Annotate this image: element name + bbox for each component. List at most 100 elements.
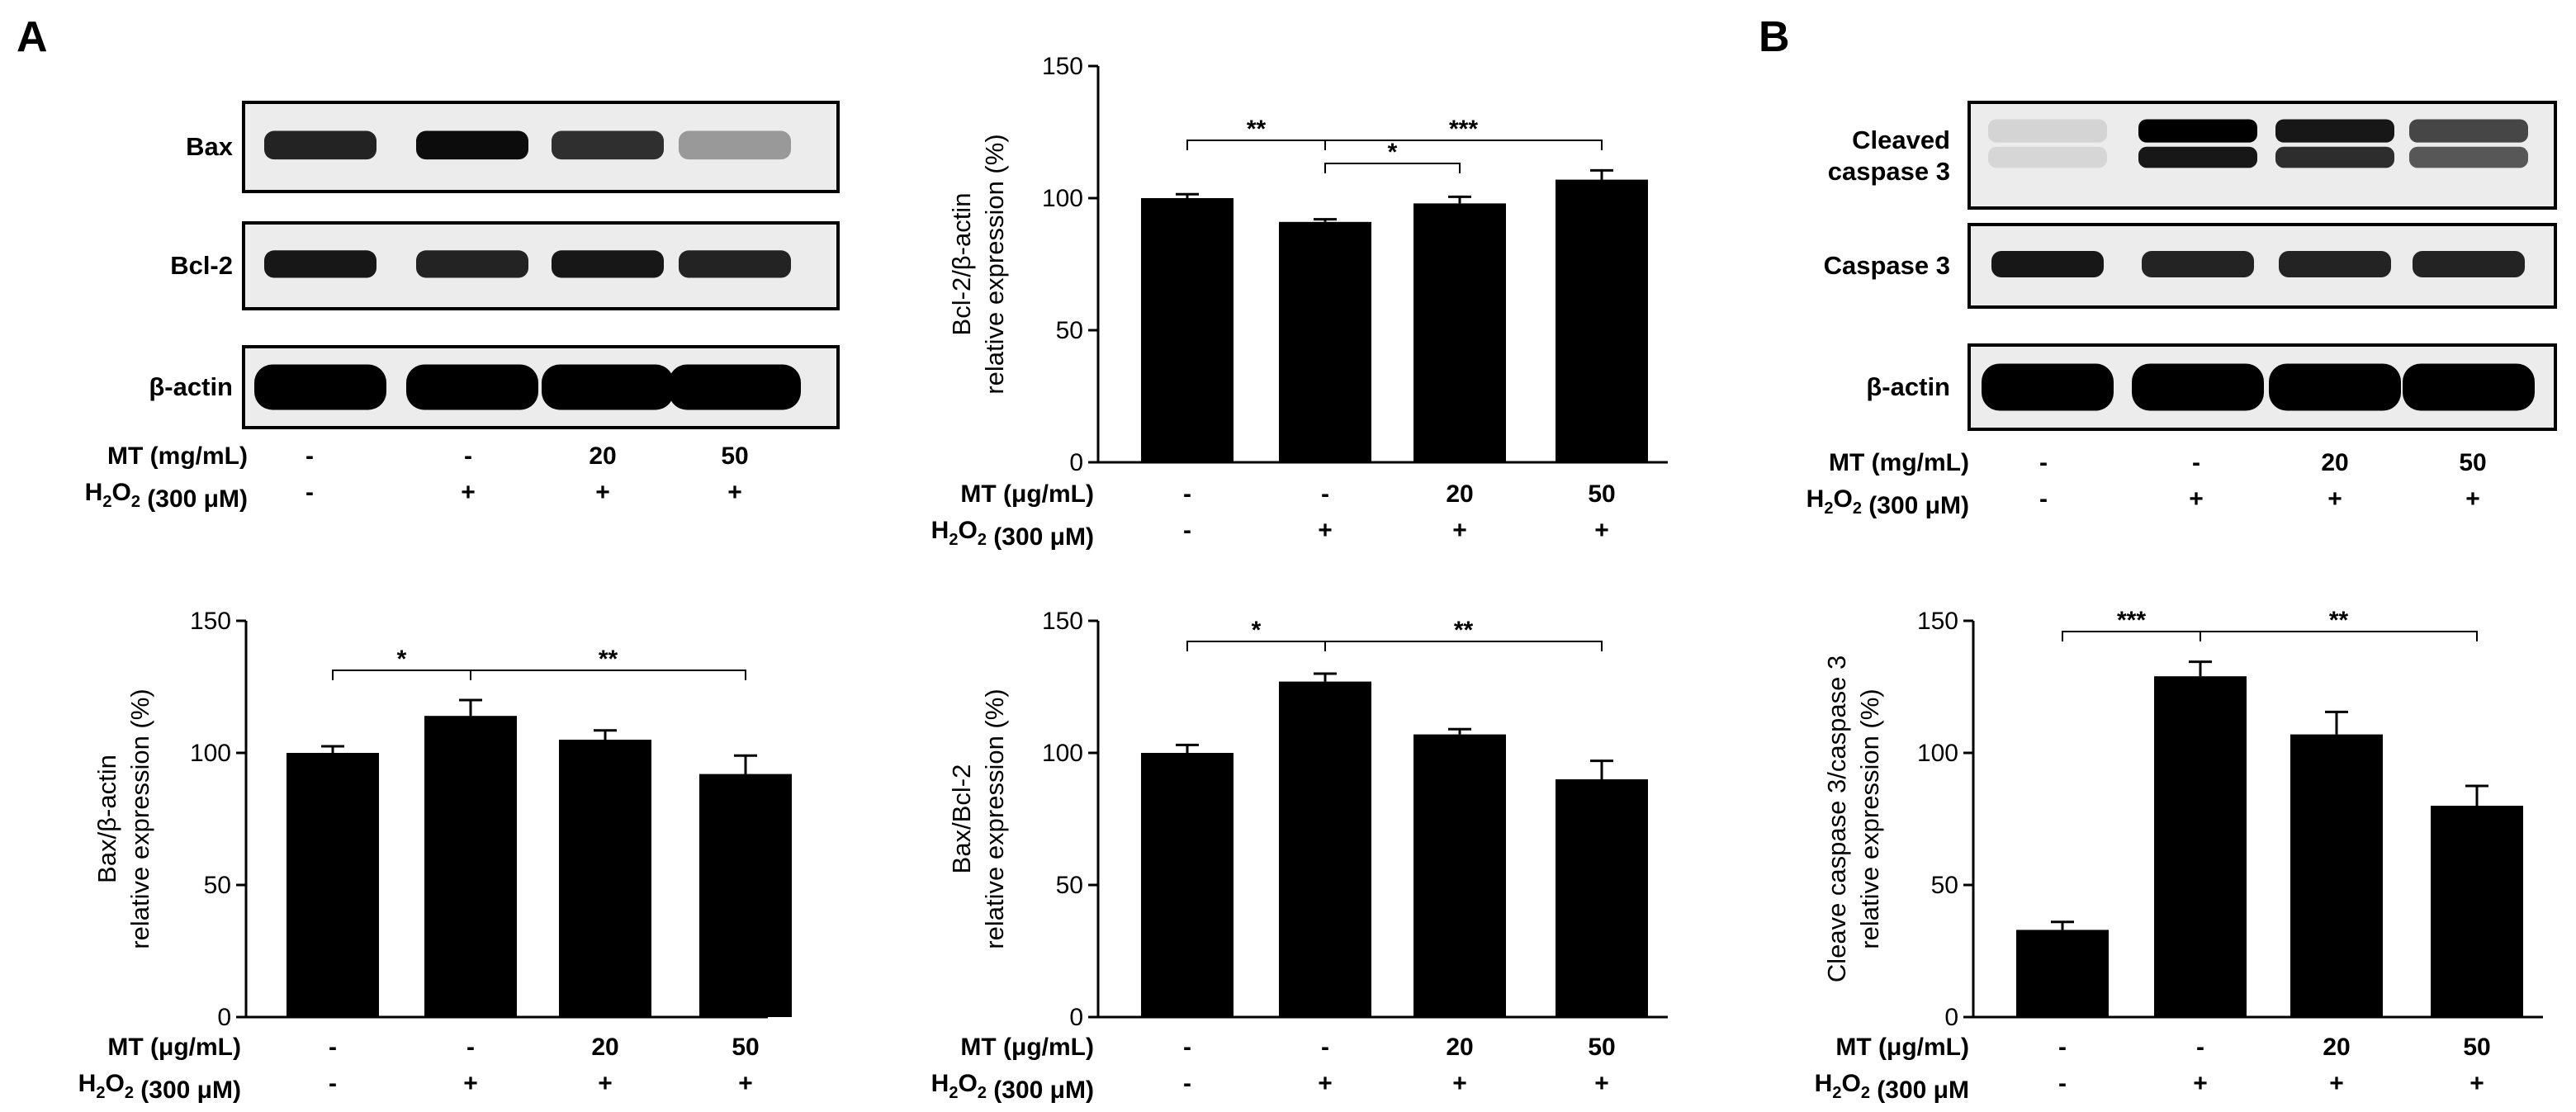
condition-h2o2-value: + (1452, 517, 1467, 544)
condition-label-mt: MT (μg/mL) (960, 480, 1094, 508)
blot-band (2403, 363, 2535, 411)
y-axis-title: Cleave caspase 3/caspase 3 relative expre… (1822, 655, 1884, 982)
significance-bracket (470, 670, 746, 680)
condition-label-mt: MT (μg/mL) (960, 1034, 1094, 1061)
blot-band (669, 364, 801, 410)
blot-band (2409, 119, 2528, 143)
blot-band (2275, 146, 2394, 168)
blot-label: β-actin (149, 372, 233, 401)
bar (424, 716, 517, 1017)
blot-band (1991, 251, 2104, 277)
chart-bax-bcl2: 0 50 100 150 Bax/Bcl-2 relative expression (%… (931, 608, 1668, 1104)
bar (1556, 179, 1648, 462)
blot-label: β-actin (1866, 372, 1950, 401)
condition-mt-value: 50 (1588, 1034, 1615, 1061)
condition-h2o2-value: - (2058, 1070, 2067, 1097)
blot-band (2275, 119, 2394, 143)
condition-h2o2-value: + (1452, 1070, 1467, 1097)
blot-label: Bax (186, 132, 234, 161)
bar (1141, 753, 1234, 1017)
panel-label-b: B (1759, 13, 1790, 61)
condition-h2o2-value: - (329, 1070, 337, 1097)
y-tick-label: 100 (1042, 740, 1083, 767)
condition-h2o2-value: + (2189, 485, 2204, 513)
significance-bracket (2200, 631, 2478, 641)
condition-mt-value: 50 (2459, 449, 2486, 476)
condition-mt-value: - (329, 1034, 337, 1061)
y-axis-title: Bax/β-actin relative expression (%) (92, 688, 154, 949)
condition-h2o2-value: + (1594, 517, 1609, 544)
condition-label-h2o2: H2O2 (300 μM) (85, 479, 248, 513)
condition-mt-value: 50 (2463, 1034, 2490, 1061)
blot-band (542, 364, 674, 410)
blot-band (2142, 251, 2254, 277)
condition-h2o2-value: - (1183, 1070, 1191, 1097)
western-blot-b: Cleaved caspase 3 Caspase 3 β-actin MT (mg/m… (1807, 101, 2557, 519)
blot-label: Cleaved caspase 3 (1828, 125, 1950, 186)
condition-h2o2-value: + (2465, 485, 2480, 513)
significance-label: ** (1247, 116, 1267, 143)
bar (1413, 203, 1506, 462)
condition-label-mt: MT (μg/mL) (1835, 1034, 1969, 1061)
y-tick-label: 100 (1917, 740, 1958, 767)
significance-label: *** (2117, 607, 2146, 634)
blot-label: Bcl-2 (170, 251, 233, 280)
condition-mt-value: 20 (589, 442, 616, 470)
condition-mt-value: - (2196, 1034, 2204, 1061)
condition-mt-value: 20 (2323, 1034, 2350, 1061)
western-blot-a: Bax Bcl-2 β-actin MT (mg/mL) H2O2 (300 μM) - -… (85, 101, 840, 513)
condition-h2o2-value: + (1318, 517, 1333, 544)
blot-band (254, 364, 386, 410)
blot-band (2138, 146, 2257, 168)
blot-band (552, 250, 664, 278)
condition-mt-value: 20 (1446, 1034, 1473, 1061)
significance-label: ** (1454, 617, 1474, 644)
blot-band (406, 364, 538, 410)
condition-h2o2-value: + (2193, 1070, 2208, 1097)
condition-h2o2-value: + (2469, 1070, 2484, 1097)
significance-label: ** (2329, 607, 2349, 634)
significance-label: *** (1449, 116, 1478, 143)
significance-label: * (1252, 617, 1262, 644)
condition-h2o2-value: + (738, 1070, 753, 1097)
condition-h2o2-value: + (461, 479, 476, 506)
y-tick-label: 0 (1069, 1004, 1083, 1031)
y-tick-label: 150 (1917, 608, 1958, 635)
condition-h2o2-value: + (2329, 1070, 2344, 1097)
bar (2154, 676, 2247, 1017)
condition-h2o2-value: + (1594, 1070, 1609, 1097)
y-tick-label: 100 (1042, 185, 1083, 212)
condition-mt-value: - (1321, 1034, 1329, 1061)
blot-band (2413, 251, 2525, 277)
y-tick-label: 100 (190, 740, 231, 767)
bar (1413, 734, 1506, 1017)
condition-mt-value: - (1183, 480, 1191, 508)
y-tick-label: 150 (190, 608, 231, 635)
condition-mt-value: - (1183, 1034, 1191, 1061)
y-tick-label: 0 (1944, 1004, 1958, 1031)
y-tick-label: 50 (204, 872, 231, 899)
condition-label-h2o2: H2O2 (300 μM) (78, 1070, 241, 1104)
condition-label-h2o2: H2O2 (300 μM) (931, 1070, 1094, 1104)
chart-bcl2-actin: 0 50 100 150 Bcl-2/β-actin relative expressio… (931, 53, 1668, 551)
bar (2016, 930, 2109, 1017)
condition-mt-value: 20 (2321, 449, 2348, 476)
condition-h2o2-value: + (1318, 1070, 1333, 1097)
bar (286, 753, 379, 1017)
y-tick-label: 50 (1931, 872, 1958, 899)
bar (1279, 681, 1371, 1017)
y-axis-title: Bcl-2/β-actin relative expression (%) (947, 134, 1009, 394)
blot-band (679, 130, 791, 160)
y-tick-label: 50 (1056, 317, 1083, 344)
condition-h2o2-value: - (1183, 517, 1191, 544)
chart-bax-actin: 0 50 100 150 Bax/β-actin relative expression … (78, 608, 792, 1104)
condition-mt-value: 50 (721, 442, 748, 470)
condition-mt-value: 50 (1588, 480, 1615, 508)
blot-band (416, 250, 528, 278)
condition-label-h2o2: H2O2 (300 μM (1815, 1070, 1969, 1104)
blot-band (552, 130, 664, 160)
condition-mt-value: - (305, 442, 314, 470)
condition-h2o2-value: + (598, 1070, 613, 1097)
blot-band (2409, 146, 2528, 168)
significance-label: ** (599, 646, 618, 673)
